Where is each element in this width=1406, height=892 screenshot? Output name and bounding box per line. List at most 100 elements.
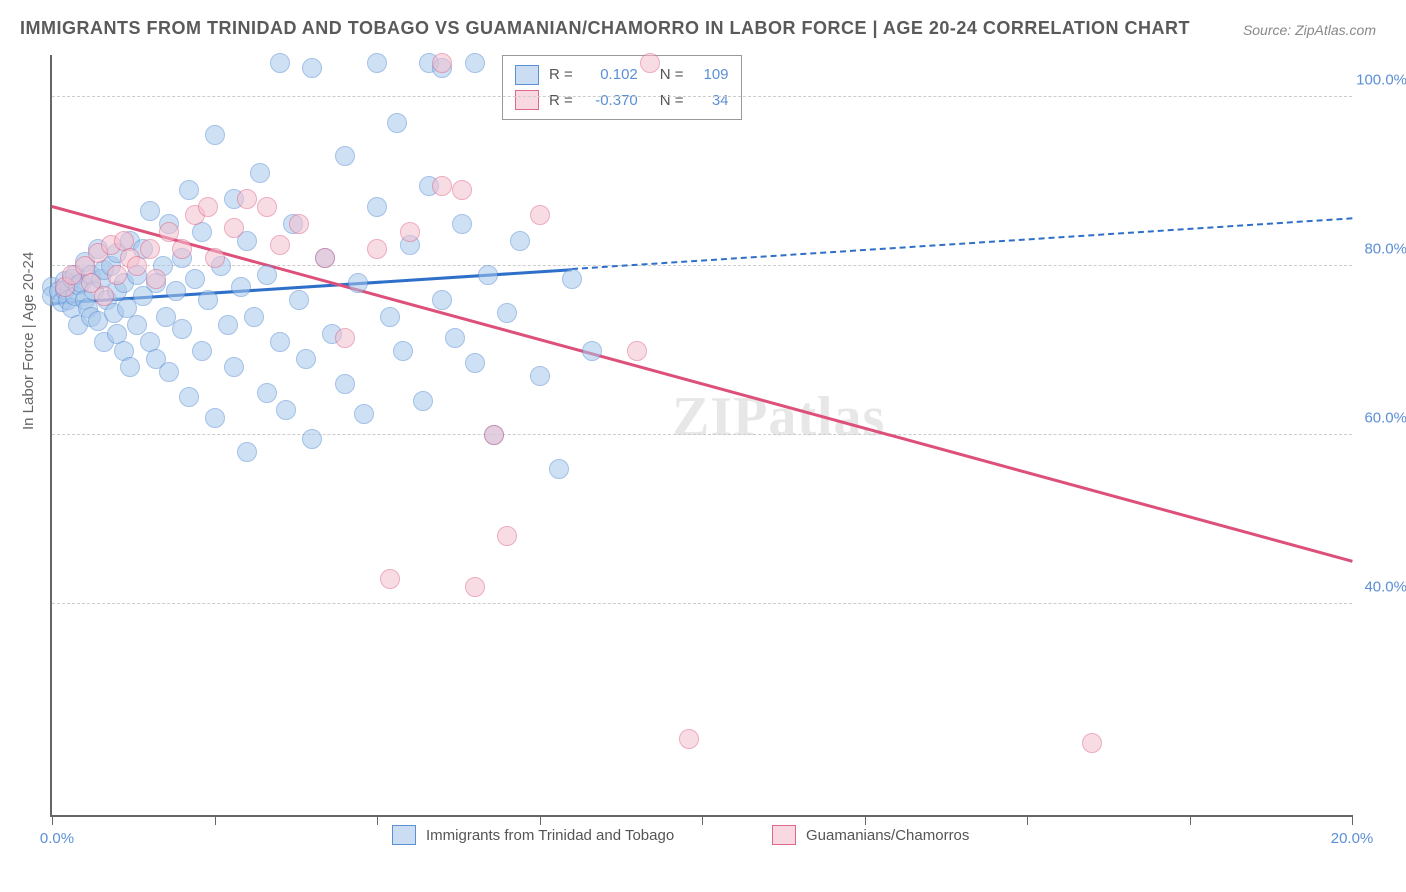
data-point [296,349,316,369]
chart-title: IMMIGRANTS FROM TRINIDAD AND TOBAGO VS G… [20,18,1190,39]
data-point [127,256,147,276]
data-point [432,176,452,196]
data-point [270,53,290,73]
x-legend-series2: Guamanians/Chamorros [772,825,969,845]
data-point [237,442,257,462]
data-point [205,408,225,428]
stats-legend: R = 0.102 N = 109 R = -0.370 N = 34 [502,55,742,120]
data-point [205,125,225,145]
data-point [478,265,498,285]
data-point [257,383,277,403]
x-tick [865,815,866,825]
data-point [276,400,296,420]
stats-row-series1: R = 0.102 N = 109 [515,62,729,88]
r-value-1: 0.102 [583,62,638,88]
swatch-series1 [515,65,539,85]
data-point [387,113,407,133]
data-point [465,577,485,597]
data-point [1082,733,1102,753]
y-axis-label: In Labor Force | Age 20-24 [20,252,37,430]
stats-row-series2: R = -0.370 N = 34 [515,88,729,114]
data-point [452,214,472,234]
data-point [432,290,452,310]
gridline [52,603,1352,604]
r-label: R = [549,62,573,88]
data-point [549,459,569,479]
data-point [679,729,699,749]
x-tick [52,815,53,825]
data-point [179,180,199,200]
data-point [562,269,582,289]
data-point [432,53,452,73]
data-point [198,290,218,310]
series2-name: Guamanians/Chamorros [806,827,969,844]
data-point [140,201,160,221]
data-point [257,197,277,217]
n-value-1: 109 [694,62,729,88]
source-attribution: Source: ZipAtlas.com [1243,22,1376,38]
data-point [582,341,602,361]
x-tick [215,815,216,825]
data-point [393,341,413,361]
data-point [530,366,550,386]
data-point [270,332,290,352]
data-point [497,303,517,323]
data-point [94,286,114,306]
y-tick-label: 100.0% [1356,72,1406,89]
data-point [400,222,420,242]
data-point [335,146,355,166]
data-point [335,374,355,394]
n-label: N = [660,62,684,88]
gridline [52,96,1352,97]
n-label: N = [660,88,684,114]
data-point [445,328,465,348]
data-point [179,387,199,407]
data-point [348,273,368,293]
data-point [140,239,160,259]
data-point [224,218,244,238]
data-point [244,307,264,327]
data-point [289,290,309,310]
swatch-series2 [515,90,539,110]
x-tick [702,815,703,825]
data-point [257,265,277,285]
data-point [224,357,244,377]
data-point [120,357,140,377]
trend-line [52,205,1353,562]
data-point [452,180,472,200]
data-point [205,248,225,268]
data-point [380,569,400,589]
r-label: R = [549,88,573,114]
data-point [185,269,205,289]
x-tick [1352,815,1353,825]
watermark: ZIPatlas [672,385,885,449]
swatch-series2-icon [772,825,796,845]
series1-name: Immigrants from Trinidad and Tobago [426,827,674,844]
data-point [231,277,251,297]
data-point [127,315,147,335]
trend-line [572,218,1352,271]
gridline [52,434,1352,435]
data-point [270,235,290,255]
x-tick-label: 0.0% [40,830,74,847]
data-point [530,205,550,225]
data-point [159,222,179,242]
data-point [627,341,647,361]
x-tick [1027,815,1028,825]
data-point [302,58,322,78]
data-point [107,265,127,285]
data-point [289,214,309,234]
y-tick-label: 80.0% [1364,241,1406,258]
gridline [52,265,1352,266]
data-point [367,197,387,217]
x-tick [377,815,378,825]
swatch-series1-icon [392,825,416,845]
n-value-2: 34 [694,88,729,114]
data-point [146,269,166,289]
data-point [354,404,374,424]
data-point [484,425,504,445]
data-point [367,239,387,259]
data-point [510,231,530,251]
x-tick-label: 20.0% [1331,830,1374,847]
data-point [250,163,270,183]
